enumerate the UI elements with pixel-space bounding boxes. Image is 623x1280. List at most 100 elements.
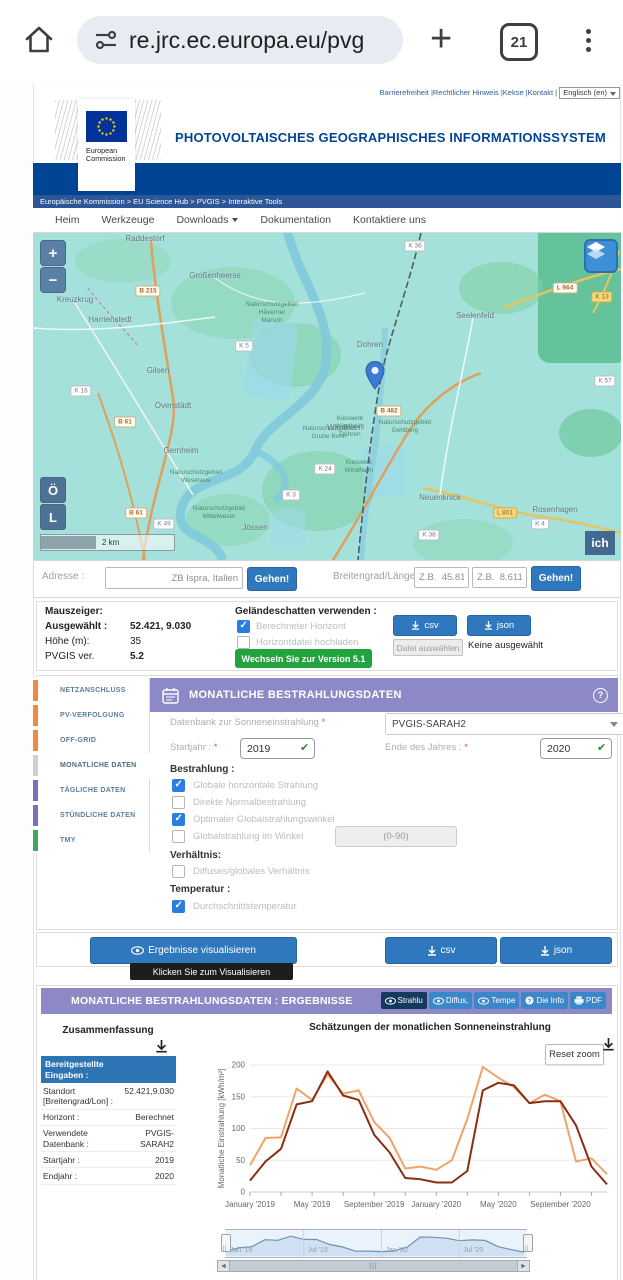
legal-links[interactable]: Barrierefreiheit |Rechtlicher Hinweis |K…	[379, 88, 558, 97]
sidebar-tab-netzanschluss[interactable]: NETZANSCHLUSS	[33, 678, 149, 703]
breadcrumb[interactable]: Europäische Kommission > EU Science Hub …	[40, 196, 283, 206]
end-year-input[interactable]	[540, 738, 612, 759]
version-value: 5.2	[130, 651, 144, 662]
results-button-diffus[interactable]: Diffus,	[428, 992, 473, 1009]
map-town-label: Dohren	[356, 340, 384, 349]
sidebar-tab-off-grid[interactable]: OFF-GRID	[33, 728, 149, 753]
page-title: PHOTOVOLTAISCHES GEOGRAPHISCHES INFORMAT…	[175, 130, 606, 145]
file-status: Keine ausgewählt	[468, 640, 543, 651]
row-value: 52.421,9.030	[124, 1085, 174, 1096]
irradiation-checkbox-3[interactable]	[172, 830, 185, 843]
selected-value: 52.421, 9.030	[130, 621, 192, 632]
scrollbar-grip[interactable]: |||	[369, 1262, 378, 1270]
map-canvas[interactable]: Raddestorf Großenheerse Kreuzkrug Harrienst…	[33, 233, 621, 560]
nav-item-downloads[interactable]: Downloads	[176, 214, 239, 226]
start-year-input[interactable]	[240, 738, 315, 759]
csv-download-button[interactable]: csv	[385, 937, 497, 964]
map-o-button[interactable]: Ö	[40, 477, 66, 503]
switch-version-button[interactable]: Wechseln Sie zur Version 5.1	[235, 649, 372, 668]
nav-item-heim[interactable]: Heim	[55, 214, 80, 226]
temperature-checkbox[interactable]	[172, 900, 185, 913]
tab-label: NETZANSCHLUSS	[60, 687, 126, 694]
info-csv-button[interactable]: csv	[393, 615, 457, 636]
european-commission-logo[interactable]: European Commission	[78, 99, 135, 191]
browser-menu-icon[interactable]	[586, 25, 591, 56]
chart-navigator[interactable]: Jan '19 Jul '19 Jan '20 Jul '20	[225, 1229, 527, 1258]
sidebar-tab-monatliche-daten[interactable]: MONATLICHE DATEN	[33, 753, 151, 778]
latitude-input[interactable]	[414, 567, 469, 588]
visualize-results-button[interactable]: Ergebnisse visualisieren	[90, 937, 297, 964]
nav-item-kontaktiere-uns[interactable]: Kontaktiere uns	[353, 214, 426, 226]
terrain-shadow-label: Geländeschatten verwenden :	[235, 606, 377, 617]
home-icon[interactable]	[22, 24, 56, 56]
longitude-input[interactable]	[472, 567, 527, 588]
address-input[interactable]	[105, 567, 243, 589]
help-icon[interactable]: ?	[593, 687, 608, 703]
table-row: Startjahr : 2019	[41, 1152, 176, 1169]
nav-item-werkzeuge[interactable]: Werkzeuge	[101, 214, 155, 226]
json-download-button[interactable]: json	[500, 937, 612, 964]
svg-text:September '2019: September '2019	[344, 1200, 405, 1209]
latlon-label: Breitengrad/Längengr	[333, 571, 415, 582]
upload-horizon-label: Horizontdatei hochladen	[256, 637, 359, 648]
horizon-checkbox[interactable]	[237, 620, 250, 633]
scale-segment	[41, 536, 96, 549]
table-row: Endjahr : 2020	[41, 1168, 176, 1185]
road-badge: K 4	[531, 518, 549, 530]
results-button-pdf[interactable]: PDF	[570, 992, 606, 1009]
navigator-left-handle[interactable]	[221, 1234, 231, 1252]
nav-item-dokumentation[interactable]: Dokumentation	[260, 214, 332, 226]
ratio-checkbox[interactable]	[172, 865, 185, 878]
sidebar-tab-tmy[interactable]: TMY	[33, 828, 149, 853]
irradiation-checkbox-1[interactable]	[172, 796, 185, 809]
scroll-right-arrow[interactable]: ►	[517, 1261, 529, 1271]
road-badge: K 36	[404, 240, 426, 252]
info-json-button[interactable]: json	[467, 615, 531, 636]
irradiation-checkbox-label: Globalstrahlung im Winkel	[193, 831, 304, 842]
upload-horizon-checkbox[interactable]	[237, 636, 250, 649]
mouse-label: Mauszeiger:	[45, 606, 103, 617]
irradiation-chart[interactable]: 0 50 100 150 200 January '2019 May '2019 Septem…	[215, 1036, 615, 1216]
utility-links[interactable]: Barrierefreiheit |Rechtlicher Hinweis |K…	[160, 87, 620, 99]
sidebar-tab-tägliche-daten[interactable]: TÄGLICHE DATEN	[33, 778, 149, 803]
irradiation-checkbox-0[interactable]	[172, 779, 185, 792]
language-select[interactable]: Englisch (en)	[559, 87, 620, 99]
horizon-checkbox-label: Berechneter Horizont	[256, 621, 346, 632]
results-button-label: Tempe	[491, 996, 516, 1005]
chart-download-icon[interactable]	[602, 1038, 615, 1051]
map-attribution[interactable]: ich	[585, 531, 615, 555]
results-button-dieinfo[interactable]: ? Die Info	[521, 992, 568, 1009]
new-tab-button[interactable]: +	[430, 18, 453, 60]
results-button-strahlu[interactable]: Strahlu	[380, 992, 427, 1009]
address-go-button[interactable]: Gehen!	[247, 567, 297, 591]
latlon-go-button[interactable]: Gehen!	[531, 566, 581, 591]
tab-label: STÜNDLICHE DATEN	[60, 812, 136, 819]
sidebar-tab-pv-verfolgung[interactable]: PV-VERFOLGUNG	[33, 703, 149, 728]
navigator-scrollbar[interactable]: ◄ ||| ►	[217, 1260, 530, 1272]
map-layers-button[interactable]	[584, 239, 618, 273]
results-button-label: Strahlu	[397, 996, 423, 1005]
download-icon	[484, 621, 492, 630]
database-select[interactable]: PVGIS-SARAH2	[385, 713, 623, 735]
tab-counter[interactable]: 21	[500, 23, 538, 61]
layers-icon	[587, 242, 605, 259]
start-year-valid-icon: ✔	[300, 742, 310, 754]
map-zoom-out-button[interactable]: −	[40, 267, 66, 293]
map-zoom-in-button[interactable]: +	[40, 240, 66, 266]
irradiation-checkbox-label: Globale horizontale Strahlung	[193, 780, 319, 791]
navigator-right-handle[interactable]	[523, 1234, 533, 1252]
summary-download-icon[interactable]	[155, 1040, 168, 1053]
temperature-group-label: Temperatur :	[170, 884, 231, 895]
url-bar[interactable]: re.jrc.ec.europa.eu/pvg	[77, 16, 403, 64]
table-row: Standort [Breitengrad/Lon] : 52.421,9.030	[41, 1083, 176, 1110]
results-button-tempe[interactable]: Tempe	[474, 992, 520, 1009]
scroll-left-arrow[interactable]: ◄	[218, 1261, 230, 1271]
map-town-label: Rosenhagen	[532, 505, 578, 514]
row-label: Standort [Breitengrad/Lon] :	[43, 1085, 113, 1106]
map-l-button[interactable]: L	[40, 504, 66, 530]
sidebar-tab-stündliche-daten[interactable]: STÜNDLICHE DATEN	[33, 803, 149, 828]
irradiation-checkbox-2[interactable]	[172, 813, 185, 826]
location-marker-icon[interactable]	[364, 360, 386, 390]
summary-table-header: Bereitgestellte Eingaben :	[41, 1056, 176, 1084]
angle-input-disabled: (0-90)	[335, 826, 457, 847]
